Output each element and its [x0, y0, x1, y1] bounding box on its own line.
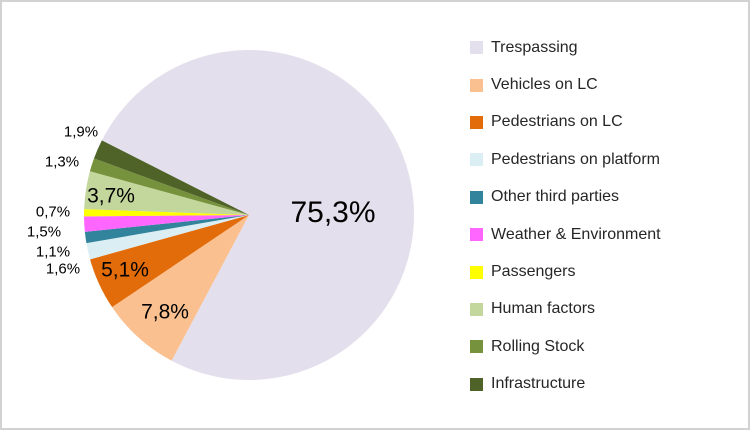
legend-swatch-infrastructure: [470, 377, 483, 391]
legend-item-passengers: Passengers: [470, 253, 661, 290]
pie-label-trespassing: 75,3%: [290, 196, 376, 229]
pie-slice-trespassing: [101, 49, 414, 380]
legend-item-vehicles-on-lc: Vehicles on LC: [470, 66, 661, 103]
legend-label: Vehicles on LC: [491, 76, 598, 94]
pie-slice-vehicles-on-lc: [112, 215, 249, 361]
legend: Trespassing Vehicles on LC Pedestrians o…: [470, 29, 661, 403]
pie-slice-weather-environment: [84, 215, 249, 232]
legend-label: Other third parties: [491, 188, 620, 206]
legend-label: Rolling Stock: [491, 337, 585, 355]
legend-label: Human factors: [491, 300, 596, 318]
pie-label-rolling-stock: 1,3%: [44, 153, 80, 171]
pie-slice-other-third-parties: [84, 215, 249, 244]
legend-item-other-third-parties: Other third parties: [470, 179, 661, 216]
legend-item-human-factors: Human factors: [470, 291, 661, 328]
pie-label-pedestrians-on-lc: 5,1%: [101, 258, 149, 282]
legend-label: Infrastructure: [491, 375, 586, 393]
legend-label: Pedestrians on platform: [491, 150, 660, 168]
pie-slice-rolling-stock: [89, 158, 249, 215]
pie-slice-infrastructure: [94, 140, 249, 215]
legend-item-infrastructure: Infrastructure: [470, 366, 661, 403]
legend-item-weather-environment: Weather & Environment: [470, 216, 661, 253]
pie-slice-pedestrians-on-lc: [90, 215, 249, 308]
legend-item-pedestrians-on-lc: Pedestrians on LC: [470, 104, 661, 141]
legend-label: Weather & Environment: [491, 225, 661, 243]
legend-swatch-pedestrians-on-platform: [470, 153, 483, 167]
legend-swatch-vehicles-on-lc: [470, 78, 483, 92]
legend-swatch-rolling-stock: [470, 340, 483, 354]
pie-label-infrastructure: 1,9%: [63, 123, 99, 141]
legend-label: Pedestrians on LC: [491, 113, 623, 131]
pie-label-pedestrians-on-platform: 1,6%: [45, 260, 81, 278]
pie-label-weather-environment: 1,5%: [26, 223, 62, 241]
pie-label-vehicles-on-lc: 7,8%: [141, 300, 189, 324]
legend-swatch-trespassing: [470, 41, 483, 55]
legend-label: Trespassing: [491, 38, 578, 56]
legend-label: Passengers: [491, 263, 576, 281]
pie-slice-pedestrians-on-platform: [86, 215, 249, 260]
legend-item-trespassing: Trespassing: [470, 29, 661, 66]
legend-swatch-weather-environment: [470, 228, 483, 242]
legend-swatch-passengers: [470, 265, 483, 279]
legend-item-pedestrians-on-platform: Pedestrians on platform: [470, 141, 661, 178]
pie-label-human-factors: 3,7%: [87, 184, 135, 208]
legend-swatch-human-factors: [470, 302, 483, 316]
pie-label-other-third-parties: 1,1%: [35, 243, 71, 261]
legend-item-rolling-stock: Rolling Stock: [470, 328, 661, 365]
pie-slice-passengers: [84, 209, 249, 217]
legend-swatch-other-third-parties: [470, 190, 483, 204]
legend-swatch-pedestrians-on-lc: [470, 115, 483, 129]
pie-slice-human-factors: [84, 171, 249, 215]
pie-label-passengers: 0,7%: [35, 203, 71, 221]
